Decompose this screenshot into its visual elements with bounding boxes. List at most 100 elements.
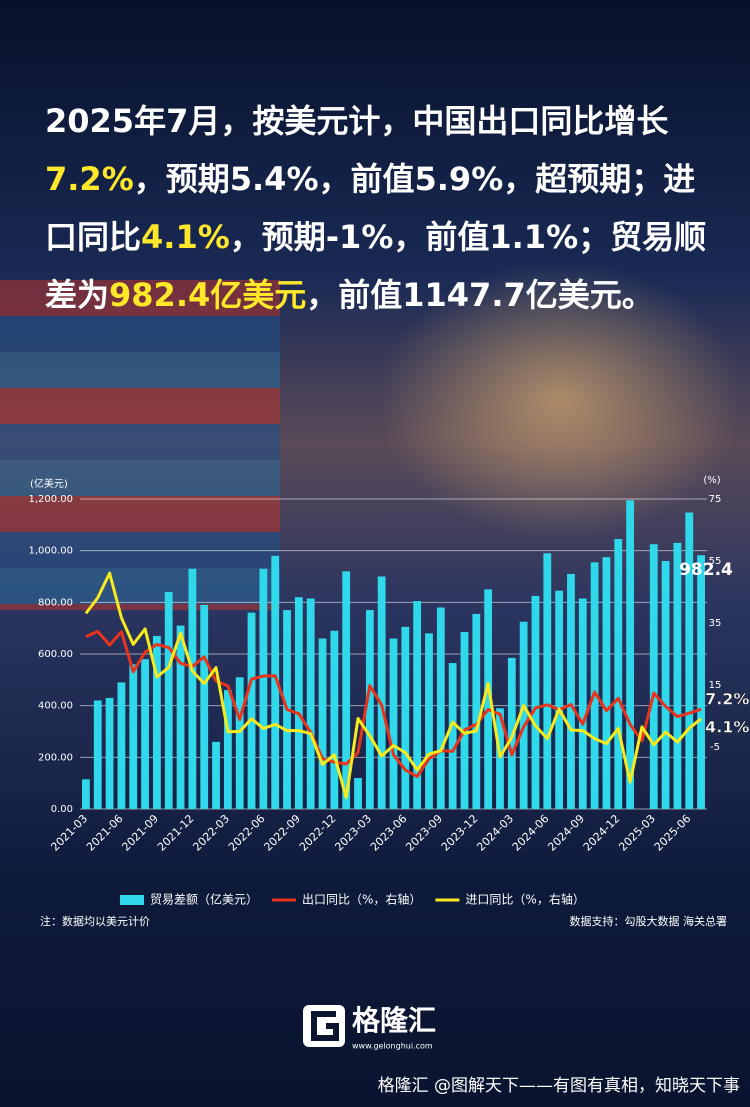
bar (496, 708, 504, 809)
bar (602, 557, 611, 809)
logo-g (311, 1011, 339, 1041)
headline-segment: 7.2% (45, 160, 134, 198)
bar (484, 589, 493, 809)
bar (436, 607, 445, 809)
data-label: 7.2% (705, 690, 749, 709)
x-tick-label: 2024-03 (474, 812, 516, 854)
bar (294, 597, 303, 809)
bar (531, 595, 540, 809)
headline-segment: ，预期5.4%，前值5.9%，超预期；进口同比 (45, 160, 696, 256)
bar (401, 626, 410, 809)
bar (105, 697, 114, 809)
bar (590, 562, 599, 809)
bar (661, 561, 670, 809)
x-tick-label: 2021-03 (48, 812, 90, 854)
bar (425, 633, 433, 809)
x-tick-label: 2022-09 (261, 812, 303, 854)
x-tick-label: 2024-06 (510, 812, 552, 854)
y2-tick-label: 55 (709, 556, 722, 567)
bar (306, 598, 315, 809)
note: 注：数据均以美元计价 (40, 914, 150, 928)
x-tick-label: 2021-06 (84, 812, 126, 854)
bar (223, 690, 232, 809)
headline-segment: ，前值1147.7亿美元。 (306, 276, 654, 314)
bar (543, 553, 552, 809)
bar (82, 779, 90, 809)
bar (555, 590, 564, 809)
bar (93, 700, 102, 809)
headline-segment: 2025年7月，按美元计，中国出口同比增长 (45, 102, 669, 140)
legend-label: 出口同比（%，右轴） (302, 892, 421, 907)
bar (389, 638, 398, 809)
x-tick-label: 2025-03 (616, 812, 658, 854)
bar (164, 592, 173, 809)
y2-tick-label: 75 (709, 494, 722, 505)
bar (342, 571, 351, 809)
x-tick-label: 2025-06 (652, 812, 694, 854)
y2-unit: (%) (703, 475, 720, 486)
bar (247, 612, 256, 809)
bar (141, 659, 149, 809)
headline-segment: 4.1% (141, 218, 230, 256)
bar (472, 613, 481, 809)
bar (519, 621, 528, 809)
bar (377, 576, 386, 809)
y2-tick-label: 35 (709, 618, 722, 629)
y-unit: (亿美元) (30, 477, 68, 490)
bar (259, 568, 268, 809)
bar (117, 682, 126, 809)
legend-label: 进口同比（%，右轴） (465, 892, 584, 907)
x-tick-label: 2022-03 (190, 812, 232, 854)
x-tick-label: 2023-12 (439, 812, 481, 854)
bar (235, 677, 244, 809)
y-tick-label: 800.00 (38, 597, 73, 608)
bar (212, 741, 220, 809)
source: 数据支持：勾股大数据 海关总署 (570, 914, 728, 928)
x-tick-label: 2022-06 (226, 812, 268, 854)
legend-swatch (120, 895, 144, 905)
y-tick-label: 400.00 (38, 701, 73, 712)
logo-url: www.gelonghui.com (352, 1042, 433, 1051)
bar (413, 601, 422, 809)
bar (685, 512, 694, 809)
bar (200, 604, 209, 809)
logo-name: 格隆汇 (352, 1004, 436, 1037)
bar (578, 598, 587, 809)
bar (271, 555, 280, 809)
bar (188, 568, 197, 809)
bar (318, 638, 327, 809)
data-label: 982.4 (679, 560, 733, 580)
x-tick-label: 2023-06 (368, 812, 410, 854)
line (85, 629, 702, 778)
x-tick-label: 2024-09 (545, 812, 587, 854)
x-tick-label: 2023-03 (332, 812, 374, 854)
bar (626, 500, 635, 809)
bar (649, 544, 658, 809)
headline: 2025年7月，按美元计，中国出口同比增长 7.2%，预期5.4%，前值5.9%，… (45, 92, 713, 324)
bar (365, 610, 374, 809)
headline-segment: ，预期-1%，前值1.1%；贸易顺差为 (45, 218, 707, 314)
bar (176, 625, 185, 809)
x-tick-label: 2024-12 (581, 812, 623, 854)
y-tick-label: 0.00 (51, 804, 73, 815)
bar (129, 664, 138, 809)
bar (697, 555, 705, 809)
bar (354, 778, 362, 809)
headline-segment: 982.4亿美元 (109, 276, 307, 314)
bar (448, 663, 457, 809)
footer: 格隆汇 @图解天下——有图有真相，知晓天下事 (378, 1076, 740, 1096)
y-tick-label: 1,000.00 (28, 546, 73, 557)
y2-tick-label: 15 (709, 680, 722, 691)
bar (673, 542, 682, 809)
background-containers (0, 280, 280, 610)
x-tick-label: 2022-12 (297, 812, 339, 854)
y2-tick-label: -5 (710, 742, 720, 753)
y-tick-label: 600.00 (38, 649, 73, 660)
bar (152, 635, 161, 809)
bar (330, 630, 339, 809)
x-tick-label: 2021-09 (119, 812, 161, 854)
line (84, 571, 703, 799)
y-tick-label: 200.00 (38, 752, 73, 763)
